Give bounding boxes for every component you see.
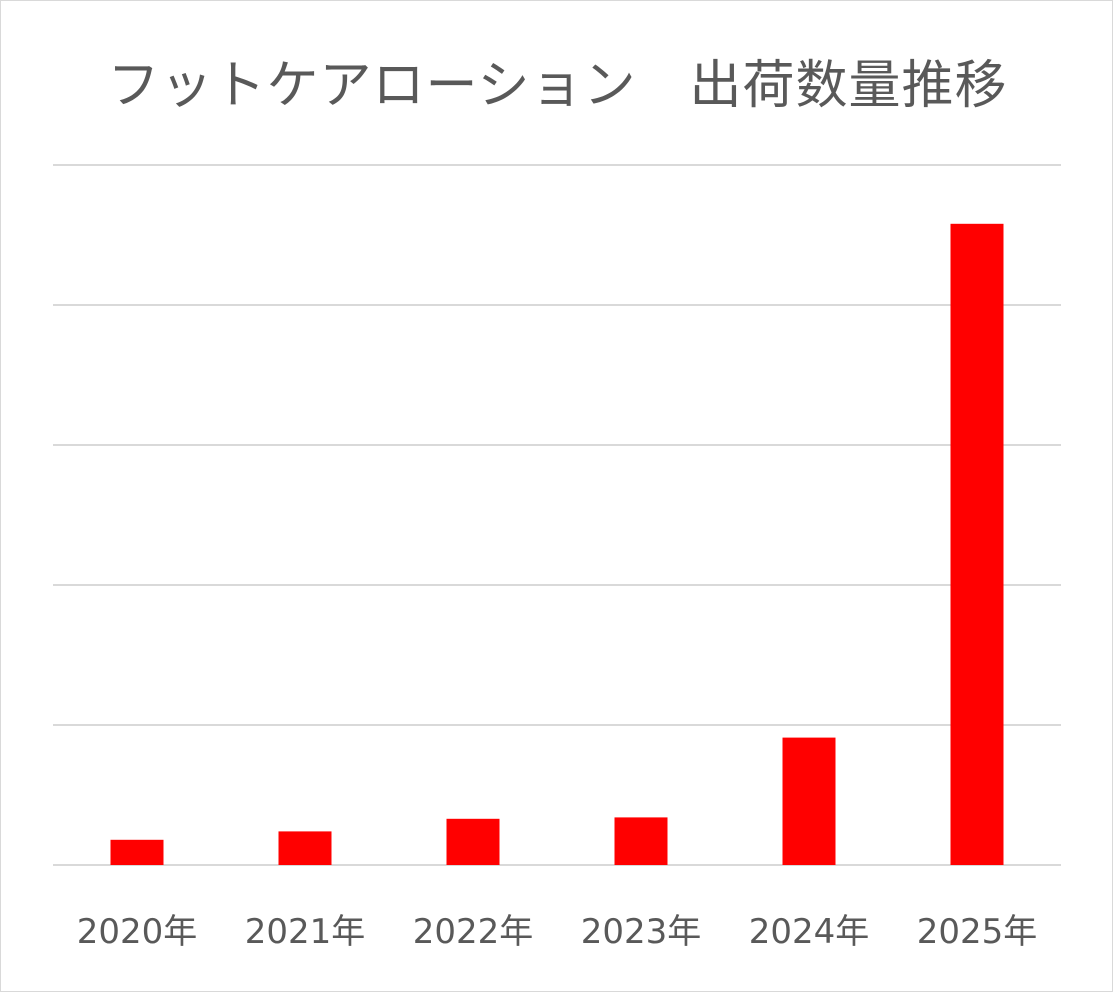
gridlines	[53, 164, 1061, 866]
x-tick-label: 2022年	[413, 912, 534, 952]
bar-2020年	[110, 839, 164, 865]
chart-title: フットケアローション 出荷数量推移	[107, 56, 1008, 116]
bar-2025年	[950, 223, 1004, 866]
bar-2022年	[446, 818, 500, 865]
bar-2023年	[614, 817, 668, 865]
x-tick-label: 2020年	[77, 912, 198, 952]
x-tick-label: 2024年	[749, 912, 870, 952]
bar-2024年	[782, 737, 836, 865]
x-axis-tick-labels: 2020年 2021年 2022年 2023年 2024年 2025年	[77, 912, 1038, 952]
bar-2021年	[278, 831, 332, 865]
x-tick-label: 2023年	[581, 912, 702, 952]
bars	[110, 223, 1004, 866]
x-tick-label: 2025年	[917, 912, 1038, 952]
x-tick-label: 2021年	[245, 912, 366, 952]
